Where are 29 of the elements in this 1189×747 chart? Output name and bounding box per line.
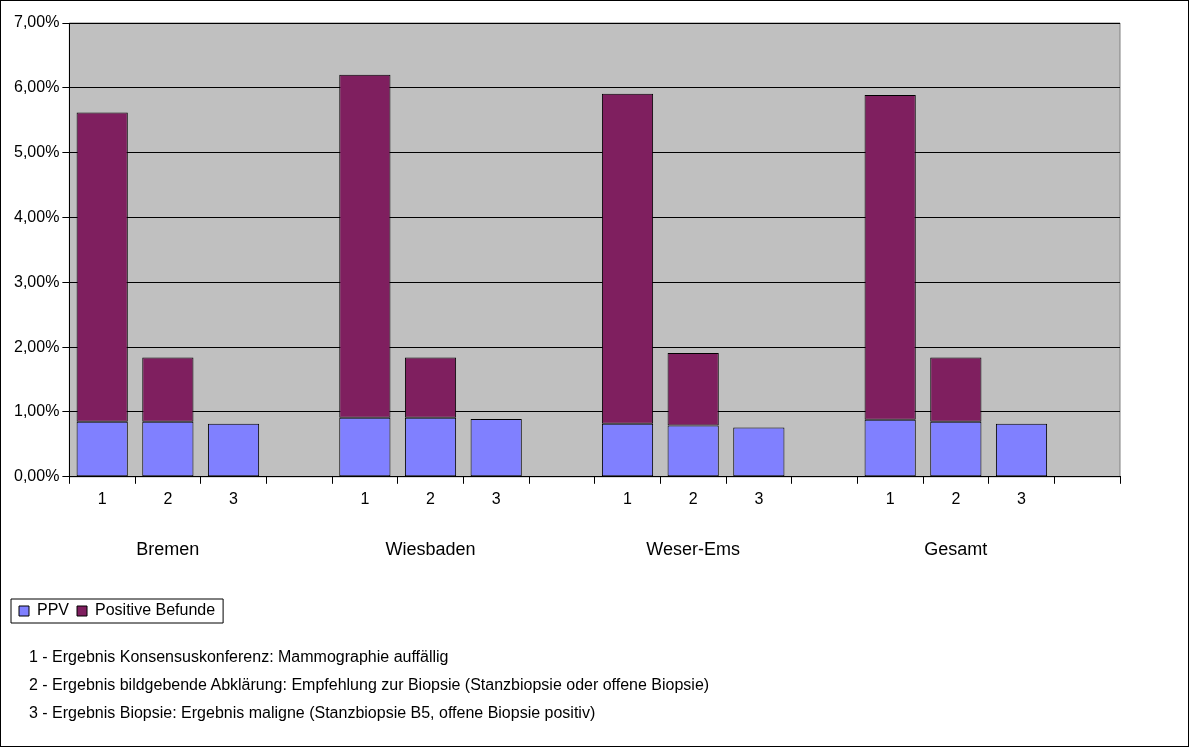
text: 2 - Ergebnis bildgebende Abklärung: Empfehlung zur Biopsie (Stanzbiopsie oder offene Biopsie) (29, 675, 711, 695)
text: Wiesbaden (385, 538, 476, 559)
text: 3 - Ergebnis Biopsie: Ergebnis maligne (Stanzbiopsie B5, offene Biopsie positiv) (29, 703, 597, 723)
x-tick-label: 1 (360, 489, 370, 507)
y-tick-label: 1,00% (13, 402, 60, 420)
x-tick-label: 3 (1017, 489, 1027, 507)
y-tick-label: 4,00% (13, 207, 60, 225)
y-tick-label: 6,00% (13, 78, 60, 96)
x-tick-label: 2 (426, 489, 436, 507)
legend-label: PPV (37, 601, 70, 619)
x-tick-label: 3 (491, 489, 501, 507)
y-tick-label: 2,00% (13, 337, 60, 355)
x-tick-label: 1 (885, 489, 895, 507)
x-tick-label: 2 (163, 489, 173, 507)
x-tick-label: 3 (754, 489, 764, 507)
legend-label: Positive Befunde (95, 601, 216, 619)
y-tick-label: 5,00% (13, 143, 60, 161)
y-tick-label: 0,00% (13, 467, 60, 485)
text: 1 - Ergebnis Konsensuskonferenz: Mammographie auffällig (29, 647, 450, 667)
x-tick-label: 1 (97, 489, 107, 507)
x-tick-label: 2 (951, 489, 961, 507)
text: Weser-Ems (646, 538, 741, 559)
y-tick-label: 3,00% (13, 272, 60, 290)
y-tick-label: 7,00% (13, 13, 60, 31)
x-tick-label: 2 (688, 489, 698, 507)
x-tick-label: 1 (623, 489, 633, 507)
x-tick-label: 3 (229, 489, 239, 507)
text: Bremen (136, 538, 200, 559)
text: Gesamt (924, 538, 988, 559)
